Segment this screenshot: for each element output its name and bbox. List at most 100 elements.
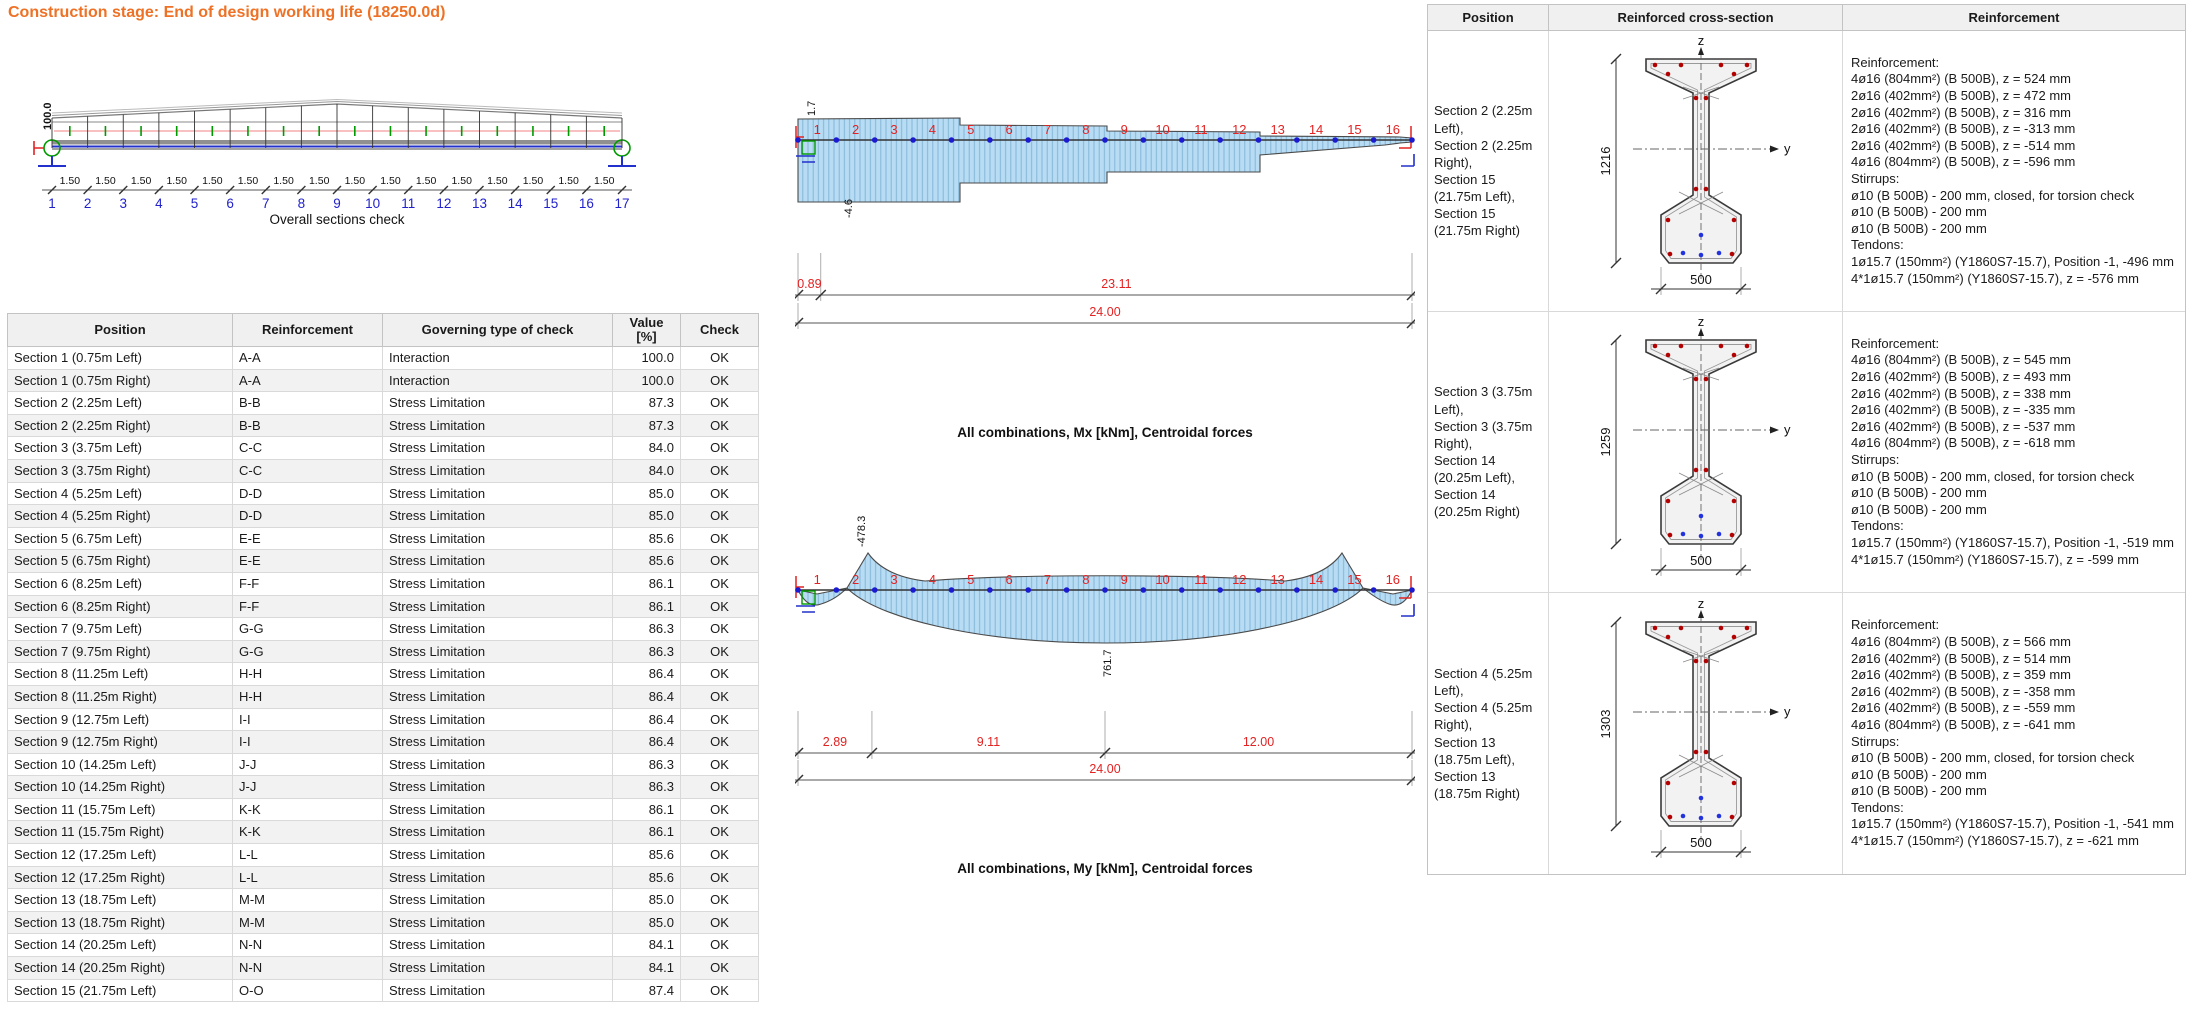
reinforcement-line: 2ø16 (402mm²) (B 500B), z = 514 mm xyxy=(1851,650,2071,666)
cross-section-drawing: z y 1216 500 xyxy=(1598,37,1791,295)
cell-value: 85.0 xyxy=(612,504,681,528)
dimension-tick xyxy=(1406,775,1415,786)
z-axis-label: z xyxy=(1697,318,1704,329)
tendon-dot xyxy=(1698,252,1703,258)
cell-reinforcement: B-B xyxy=(232,391,383,415)
reinforcement-text: Reinforcement: 4ø16 (804mm²) (B 500B), z … xyxy=(1843,593,2185,874)
cross-section-row: Section 3 (3.75m Left), Section 3 (3.75m … xyxy=(1428,312,2185,593)
reinforcement-line: 4ø16 (804mm²) (B 500B), z = -618 mm xyxy=(1851,435,2076,451)
y-axis-label: y xyxy=(1784,704,1791,719)
cell-value: 86.4 xyxy=(612,684,681,709)
node-dot xyxy=(1140,587,1147,593)
cell-reinforcement: K-K xyxy=(232,820,383,845)
cell-value: 87.3 xyxy=(612,413,681,438)
dimension-tick xyxy=(296,185,306,195)
cell-check: OK xyxy=(680,436,759,460)
rebar-dot xyxy=(1703,186,1708,192)
table-row: Section 14 (20.25m Left) N-N Stress Limita… xyxy=(7,933,759,958)
cell-position: Section 3 (3.75m Right) xyxy=(7,458,233,483)
tendon-dot xyxy=(1698,533,1703,539)
segment-number: 5 xyxy=(967,572,974,587)
reinforcement-line: 4ø16 (804mm²) (B 500B), z = 545 mm xyxy=(1851,352,2071,368)
node-dot xyxy=(1063,137,1070,143)
cross-section-positions: Section 4 (5.25m Left), Section 4 (5.25m … xyxy=(1428,593,1549,874)
reinforcement-line: ø10 (B 500B) - 200 mm xyxy=(1851,485,1987,501)
cell-value: 85.0 xyxy=(612,888,681,912)
dimension-label: 2.89 xyxy=(823,735,847,749)
cross-section-drawing-cell: z y 1303 500 xyxy=(1549,593,1843,874)
reinforcement-line: Reinforcement: xyxy=(1851,54,1940,70)
cell-value: 87.3 xyxy=(612,391,681,415)
rebar-dot xyxy=(1652,343,1657,349)
cell-value: 86.1 xyxy=(612,820,681,845)
node-dot xyxy=(1178,587,1185,593)
table-row: Section 10 (14.25m Right) J-J Stress Limit… xyxy=(7,775,759,799)
reinforcement-line: Tendons: xyxy=(1851,799,1904,815)
y-axis-arrow xyxy=(1769,145,1779,153)
node-dot xyxy=(1294,137,1300,143)
rebar-dot xyxy=(1665,780,1670,785)
cell-position: Section 5 (6.75m Right) xyxy=(7,549,233,573)
tendon-dot xyxy=(1716,531,1721,537)
cell-reinforcement: N-N xyxy=(232,933,383,958)
cs-col-header-position: Position xyxy=(1428,5,1549,30)
mx-envelope-diagram: 1.7 -4.6 1 2 3 4 5 6 7 8 9 10 11 12 13 14 15 160.89 23.1… xyxy=(795,101,1415,329)
cell-check_type: Interaction xyxy=(382,346,613,370)
reinforcement-line: 1ø15.7 (150mm²) (Y1860S7-15.7), Position… xyxy=(1851,816,2174,832)
position-item: Section 13 (18.75m Left), xyxy=(1434,734,1515,767)
cell-reinforcement: N-N xyxy=(232,956,383,980)
rebar-dot xyxy=(1678,62,1683,68)
segment-number: 16 xyxy=(1386,572,1400,587)
cell-check_type: Stress Limitation xyxy=(382,843,613,867)
cell-check: OK xyxy=(680,956,759,980)
table-row: Section 4 (5.25m Right) D-D Stress Limitat… xyxy=(7,504,759,528)
table-row: Section 2 (2.25m Left) B-B Stress Limitati… xyxy=(7,391,759,415)
cell-check_type: Stress Limitation xyxy=(382,413,613,438)
segment-number: 2 xyxy=(852,122,859,137)
reinforcement-line: 2ø16 (402mm²) (B 500B), z = 359 mm xyxy=(1851,667,2071,683)
dimension-label: 1.50 xyxy=(131,175,152,187)
cell-value: 86.3 xyxy=(612,639,681,664)
cell-reinforcement: D-D xyxy=(232,504,383,528)
reinforcement-line: 2ø16 (402mm²) (B 500B), z = 338 mm xyxy=(1851,385,2071,401)
cell-check_type: Stress Limitation xyxy=(382,526,613,551)
node-dot xyxy=(1370,137,1377,143)
rebar-dot xyxy=(1693,467,1698,473)
cell-check: OK xyxy=(680,571,759,596)
cell-check: OK xyxy=(680,504,759,528)
my-envelope-diagram: -478.3 761.7 1 2 3 4 5 6 7 8 9 10 11 12 13 14 15 162.89… xyxy=(795,516,1415,786)
rebar-dot xyxy=(1703,467,1708,473)
cell-value: 100.0 xyxy=(612,368,681,393)
cell-value: 86.1 xyxy=(612,797,681,822)
rebar-dot xyxy=(1703,376,1708,382)
segment-number: 11 xyxy=(1194,572,1208,587)
col-header-reinforcement: Reinforcement xyxy=(232,313,383,347)
cell-position: Section 1 (0.75m Left) xyxy=(7,346,233,370)
my-positive-peak-label: 761.7 xyxy=(1102,649,1114,677)
cell-reinforcement: E-E xyxy=(232,526,383,551)
reinforcement-line: 2ø16 (402mm²) (B 500B), z = 316 mm xyxy=(1851,104,2071,120)
cell-reinforcement: L-L xyxy=(232,843,383,867)
reinforcement-line: 2ø16 (402mm²) (B 500B), z = 472 mm xyxy=(1851,88,2071,104)
node-dot xyxy=(1178,137,1185,143)
reinforcement-line: Stirrups: xyxy=(1851,171,1900,186)
cell-check_type: Stress Limitation xyxy=(382,594,613,619)
dimension-label: 1.50 xyxy=(60,175,81,187)
segment-number: 13 xyxy=(1270,122,1284,137)
cross-section-row: Section 2 (2.25m Left), Section 2 (2.25m … xyxy=(1428,31,2185,312)
cell-check: OK xyxy=(680,458,759,483)
extension-lines xyxy=(1660,829,1741,858)
cross-sections-header: Position Reinforced cross-section Reinfo… xyxy=(1428,5,2185,31)
dimension-label: 1.50 xyxy=(558,175,579,187)
cell-value: 84.1 xyxy=(612,933,681,958)
segment-number: 9 xyxy=(1121,122,1128,137)
segment-number: 11 xyxy=(1194,122,1208,137)
table-row: Section 12 (17.25m Right) L-L Stress Limit… xyxy=(7,865,759,890)
my-caption: All combinations, My [kNm], Centroidal f… xyxy=(957,861,1253,876)
rebar-dot xyxy=(1665,217,1670,223)
table-row: Section 13 (18.75m Left) M-M Stress Limita… xyxy=(7,888,759,912)
cell-check: OK xyxy=(680,730,759,754)
cell-position: Section 10 (14.25m Left) xyxy=(7,752,233,777)
reinforcement-line: Tendons: xyxy=(1851,237,1904,253)
table-row: Section 15 (21.75m Left) O-O Stress Limita… xyxy=(7,978,759,1003)
